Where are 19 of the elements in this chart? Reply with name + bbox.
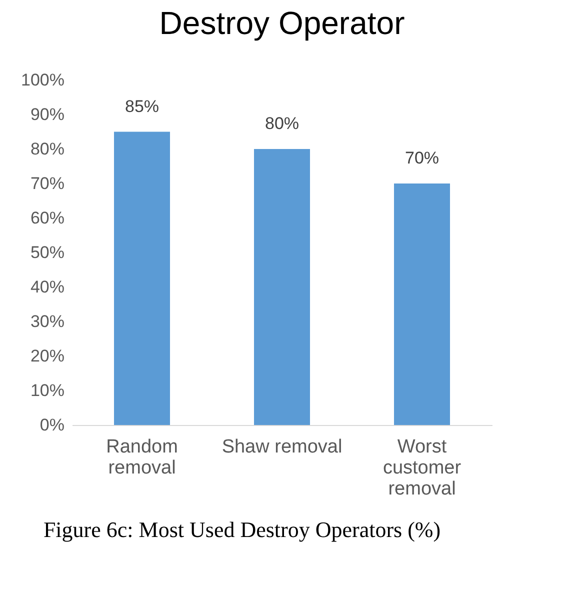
y-tick-label: 70%: [30, 174, 64, 193]
y-tick-label: 30%: [30, 312, 64, 331]
y-tick-label: 0%: [40, 416, 64, 434]
y-tick-label: 90%: [30, 105, 64, 124]
x-tick-label: Worst customer removal: [382, 436, 462, 500]
y-tick-label: 20%: [30, 346, 64, 366]
chart-title: Destroy Operator: [159, 5, 406, 41]
y-tick-label: 100%: [21, 70, 64, 90]
y-tick-label: 40%: [30, 278, 64, 296]
y-tick-label: 80%: [30, 140, 64, 158]
data-label: 85%: [124, 96, 160, 116]
caption: Figure 6c: Most Used Destroy Operators (%): [43, 517, 441, 542]
y-tick-label: 60%: [30, 208, 64, 228]
y-tick-label: 10%: [30, 381, 64, 400]
data-label: 80%: [264, 114, 300, 133]
y-tick-label: 50%: [30, 243, 64, 262]
x-tick-label: Random removal: [106, 436, 178, 478]
data-label: 70%: [404, 148, 440, 168]
x-tick-label: Shaw removal: [222, 436, 342, 458]
